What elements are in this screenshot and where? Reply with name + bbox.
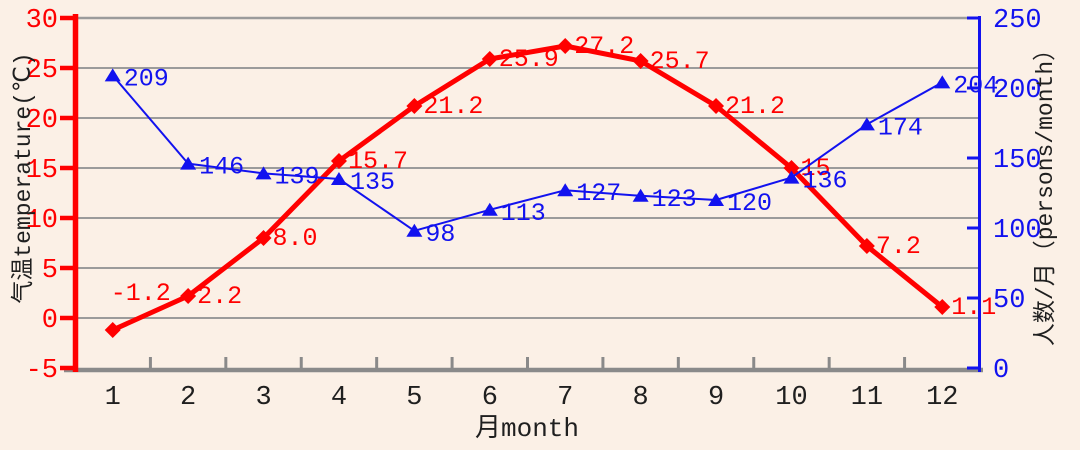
persons-marker [406,223,423,237]
persons-marker [557,183,574,197]
temperature-data-label: 25.7 [650,47,710,76]
right-axis-tick-label: 250 [993,6,1042,36]
temperature-data-label: 15.7 [348,147,408,176]
persons-marker [180,156,197,170]
x-axis-category-label: 9 [708,383,724,413]
right-axis-tick-label: 50 [993,286,1025,316]
temperature-data-label: 7.2 [876,232,921,261]
left-axis-tick-label: 5 [42,256,58,286]
temperature-marker [708,98,725,114]
x-axis-category-label: 5 [406,383,422,413]
persons-data-label: 146 [199,153,244,182]
temperature-data-label: 8.0 [273,224,318,253]
persons-data-label: 135 [350,168,395,197]
temperature-marker [632,53,649,69]
left-axis-tick-label: 25 [26,56,58,86]
persons-data-label: 139 [275,162,320,191]
persons-marker [934,75,951,89]
right-axis-tick-label: 150 [993,146,1042,176]
persons-marker [632,188,649,202]
temperature-marker [330,153,347,169]
temperature-marker [481,51,498,67]
persons-marker [708,193,725,206]
temperature-data-label: 21.2 [423,92,483,121]
persons-marker [783,170,800,184]
temperature-marker [180,288,197,304]
persons-data-label: 127 [576,179,621,208]
temperature-data-label: 1.1 [951,293,996,322]
x-axis-title: 月month [475,414,579,444]
persons-data-label: 120 [727,189,772,218]
temperature-marker [783,160,800,176]
left-axis-tick-label: -5 [26,356,58,386]
right-axis-tick-label: 0 [993,356,1009,386]
left-axis-title: 气温temperature(℃) [10,52,37,303]
persons-data-label: 136 [802,167,847,196]
persons-data-label: 123 [652,185,697,214]
left-axis-tick-label: 15 [26,156,58,186]
persons-marker [255,166,272,180]
persons-data-label: 113 [501,199,546,228]
temperature-marker [557,38,574,54]
persons-line [111,74,943,232]
persons-marker [481,202,498,216]
temperature-data-label: 2.2 [197,282,242,311]
left-axis-tick-label: 0 [42,306,58,336]
x-axis-category-label: 4 [331,383,347,413]
persons-data-label: 204 [953,71,998,100]
temperature-marker [858,238,875,254]
temperature-line [111,43,944,333]
persons-data-label: 174 [878,113,923,142]
temperature-data-label: 25.9 [499,45,559,74]
right-axis-tick-label: 100 [993,216,1042,246]
chart-generated-layer: 1 2 3 4 5 6 7 8 9 10 11 12302520151050-525020015010… [26,6,1042,413]
right-axis-title: 人数/月（persons/month） [1032,38,1059,346]
x-axis-category-label: 1 [105,383,121,413]
x-axis-category-label: 11 [851,383,883,413]
persons-marker [858,117,875,131]
left-axis-tick-label: 10 [26,206,58,236]
left-axis-tick-label: 20 [26,106,58,136]
persons-data-label: 98 [425,220,455,249]
x-axis-category-label: 12 [926,383,958,413]
x-axis-category-label: 6 [482,383,498,413]
x-axis-category-label: 2 [180,383,196,413]
temperature-data-label: -1.2 [111,279,171,308]
x-axis-category-label: 3 [255,383,271,413]
persons-marker [330,172,347,185]
x-axis-category-label: 8 [633,383,649,413]
temperature-marker [255,230,272,246]
persons-data-label: 209 [124,64,169,93]
persons-marker [104,68,121,82]
temperature-marker [934,299,951,315]
temperature-marker [406,98,423,114]
temperature-data-label: 21.2 [725,92,785,121]
temperature-data-label: 27.2 [574,32,634,61]
temperature-marker [104,322,121,338]
x-axis-category-label: 10 [775,383,807,413]
x-axis-category-label: 7 [557,383,573,413]
left-axis-tick-label: 30 [26,6,58,36]
right-axis-tick-label: 200 [993,76,1042,106]
